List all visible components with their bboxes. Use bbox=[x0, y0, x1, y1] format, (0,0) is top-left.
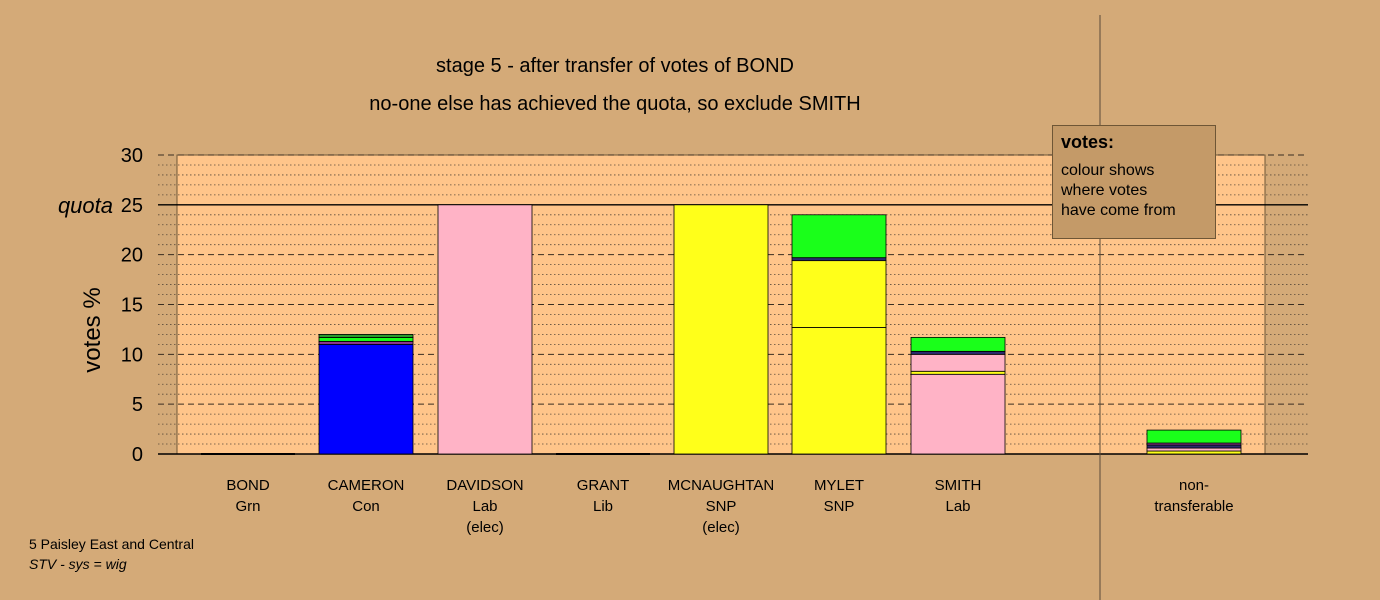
x-tick-label: non- bbox=[1179, 477, 1209, 494]
x-tick-label: Con bbox=[352, 498, 380, 515]
bar-segment-cameron bbox=[318, 340, 414, 345]
bar-segment-smith bbox=[910, 370, 1006, 375]
bar-segment-smith bbox=[910, 373, 1006, 455]
bar-segment-davidson bbox=[437, 204, 533, 455]
x-tick-label: MCNAUGHTAN bbox=[668, 477, 774, 494]
bar-segment-mylet bbox=[791, 257, 887, 262]
chart-title: stage 5 - after transfer of votes of BON… bbox=[436, 55, 794, 77]
y-tick-label: 20 bbox=[121, 245, 143, 267]
x-tick-label: DAVIDSON bbox=[446, 477, 523, 494]
quota-label: quota bbox=[58, 193, 113, 218]
bar-segment-non bbox=[1146, 450, 1242, 455]
x-tick-label: SNP bbox=[706, 498, 737, 515]
bar-segment-non bbox=[1146, 429, 1242, 444]
y-tick-label: 15 bbox=[121, 295, 143, 317]
bar-segment-smith bbox=[910, 353, 1006, 372]
x-tick-label: SNP bbox=[824, 498, 855, 515]
x-tick-label: MYLET bbox=[814, 477, 864, 494]
x-tick-label: Lab bbox=[472, 498, 497, 515]
legend-text: colour shows where votes have come from bbox=[1061, 162, 1176, 219]
bar-segment-smith bbox=[910, 336, 1006, 352]
x-tick-label: Grn bbox=[235, 498, 260, 515]
x-tick-label: (elec) bbox=[702, 519, 740, 536]
footer-constituency: 5 Paisley East and Central bbox=[29, 536, 194, 552]
y-axis-label: votes % bbox=[79, 287, 106, 372]
legend-box: votes: colour shows where votes have com… bbox=[1052, 125, 1216, 239]
x-tick-label: transferable bbox=[1154, 498, 1233, 515]
y-tick-label: 25 bbox=[121, 195, 143, 217]
bar-segment-mcnaughtan bbox=[673, 204, 769, 455]
y-tick-label: 30 bbox=[121, 145, 143, 167]
y-tick-label: 5 bbox=[132, 394, 143, 416]
x-tick-label: (elec) bbox=[466, 519, 504, 536]
x-tick-label: Lab bbox=[945, 498, 970, 515]
bar-segment-cameron bbox=[318, 343, 414, 455]
bar-segment-cameron bbox=[318, 333, 414, 338]
bar-segment-non bbox=[1146, 444, 1242, 449]
bar-segment-non bbox=[1146, 447, 1242, 452]
legend-title: votes: bbox=[1061, 132, 1115, 152]
x-tick-label: SMITH bbox=[935, 477, 982, 494]
x-tick-label: Lib bbox=[593, 498, 613, 515]
bar-segment-mylet bbox=[791, 260, 887, 328]
bar-segment-mylet bbox=[791, 327, 887, 455]
y-tick-label: 0 bbox=[132, 444, 143, 466]
chart-subtitle: no-one else has achieved the quota, so e… bbox=[369, 93, 860, 115]
x-tick-label: CAMERON bbox=[328, 477, 405, 494]
bar-segment-smith bbox=[910, 350, 1006, 355]
bar-segment-cameron bbox=[318, 336, 414, 342]
x-tick-label: BOND bbox=[226, 477, 270, 494]
bar-segment-mylet bbox=[791, 214, 887, 259]
footer-system: STV - sys = wig bbox=[29, 556, 127, 572]
y-tick-label: 10 bbox=[121, 344, 143, 366]
x-tick-label: GRANT bbox=[577, 477, 630, 494]
